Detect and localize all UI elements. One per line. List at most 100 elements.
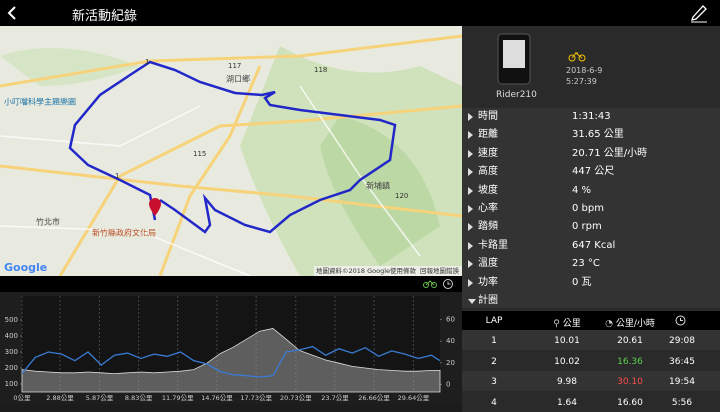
lap-cell: 16.36: [617, 356, 643, 367]
expand-arrow: [468, 186, 473, 195]
x-tick-label: 20.73公里: [280, 394, 312, 402]
lap-header: LAP: [485, 316, 503, 326]
activity-date: 2018-6-9: [566, 66, 603, 75]
stat-row[interactable]: 功率 0 瓦: [462, 274, 712, 292]
edit-button[interactable]: [690, 3, 708, 23]
stat-row[interactable]: 時間 1:31:43: [462, 108, 712, 126]
stat-row[interactable]: 溫度 23 °C: [462, 255, 712, 273]
y-tick-label: 200: [5, 364, 18, 372]
activity-time: 5:27:39: [566, 77, 597, 86]
y-tick-label: 500: [5, 316, 18, 324]
x-tick-label: 23.7公里: [321, 394, 349, 402]
lap-cell: 20.61: [617, 336, 643, 346]
lap-cell: 36:45: [669, 356, 695, 367]
lap-row: [462, 371, 720, 391]
lap-cell: 10.02: [554, 356, 580, 367]
header-bar: 新活動紀錄: [0, 0, 720, 26]
stat-value: 31.65 公里: [572, 129, 624, 141]
stat-value: 4 %: [572, 184, 592, 196]
y-tick-label: 400: [5, 332, 18, 340]
lap-header-text: 公里/小時: [615, 319, 655, 329]
lap-cell: 5:56: [671, 397, 693, 408]
x-tick-label: 17.73公里: [240, 394, 272, 402]
stat-row[interactable]: 高度 447 公尺: [462, 163, 712, 181]
back-button[interactable]: [6, 5, 18, 21]
stat-value: 20.71 公里/小時: [572, 147, 648, 159]
stat-row[interactable]: 速度 20.71 公里/小時: [462, 145, 712, 163]
map-footer[interactable]: 回報地圖錯誤: [420, 266, 460, 275]
road-label: 1: [145, 58, 149, 66]
map[interactable]: 湖口鄉 新埔鎮 竹北市 新竹縣政府文化局 小叮噹科學主題樂園 117 115 1…: [0, 26, 462, 276]
device-image: [497, 33, 531, 85]
line-series: [21, 345, 441, 378]
lap-cell: 30.10: [617, 377, 643, 387]
lap-cell: 9.98: [556, 377, 578, 387]
stat-label: 心率: [478, 203, 498, 214]
map-footer[interactable]: 使用條款: [390, 266, 417, 275]
lap-row: [462, 350, 720, 371]
lap-cell: 10.01: [554, 336, 580, 346]
stat-value: 1:31:43: [572, 111, 611, 122]
stat-label: 坡度: [478, 184, 498, 196]
y-tick-label: 300: [5, 348, 18, 356]
map-footer: 地圖資料©2018 Google: [316, 266, 390, 275]
expand-arrow: [468, 278, 473, 287]
road-label: 1: [115, 172, 119, 180]
time-toggle[interactable]: [443, 279, 453, 289]
expand-arrow: [468, 149, 473, 158]
road-label: 115: [193, 150, 206, 158]
lap-cell: 1: [491, 336, 497, 346]
stat-row[interactable]: 坡度 4 %: [462, 182, 712, 200]
place-label: 竹北市: [36, 217, 60, 227]
summary-panel: Rider210 2018-6-9 5:27:39 時間 1:31:43 距離 31.…: [462, 26, 720, 412]
lap-header: ⚲ 公里: [553, 319, 581, 329]
start-marker: [149, 198, 161, 216]
page-title: 新活動紀錄: [72, 9, 138, 24]
y2-tick-label: 60: [446, 316, 455, 324]
stat-label: 時間: [478, 111, 498, 122]
y2-tick-label: 40: [446, 337, 455, 345]
road-label: 117: [228, 62, 241, 70]
x-tick-label: 29.64公里: [398, 394, 430, 402]
map-logo: Google: [4, 261, 47, 274]
route: [68, 60, 397, 234]
stat-label: 功率: [478, 276, 498, 288]
lap-cell: 29:08: [669, 336, 695, 346]
stat-label: 卡路里: [478, 239, 508, 251]
bike-toggle[interactable]: [423, 280, 437, 288]
stat-row[interactable]: 心率 0 bpm: [462, 200, 712, 218]
stat-label: 溫度: [478, 258, 498, 270]
stat-value: 447 公尺: [572, 166, 615, 178]
x-tick-label: 26.66公里: [358, 394, 390, 402]
stat-row[interactable]: 距離 31.65 公里: [462, 126, 712, 144]
x-tick-label: 14.76公里: [201, 394, 233, 402]
expand-arrow: [468, 260, 473, 269]
stat-label: 距離: [478, 129, 498, 141]
stat-value: 647 Kcal: [572, 239, 616, 251]
y-tick-label: 100: [5, 380, 18, 388]
stat-value: 23 °C: [572, 258, 600, 270]
stat-row[interactable]: 卡路里 647 Kcal: [462, 237, 712, 255]
chart: 0公里 2.88公里 5.87公里 8.83公里 11.79公里 14.76公里 17.73…: [0, 276, 462, 402]
stat-label: 踏頻: [478, 221, 498, 233]
x-tick-label: 8.83公里: [125, 394, 153, 402]
lap-row: [462, 330, 720, 350]
road-label: 120: [395, 192, 408, 200]
laps-header: LAP ⚲ 公里 ◔ 公里/小時: [462, 311, 720, 330]
area-series: [21, 328, 441, 393]
stat-label: 速度: [478, 147, 498, 159]
laps-title: 計圈: [478, 295, 498, 306]
stat-value: 0 rpm: [572, 221, 602, 233]
place-label: 新竹縣政府文化局: [92, 228, 156, 238]
expand-arrow: [468, 113, 473, 121]
laps-table: 1 10.01 20.61 29:08 2 10.02 16.36 36:45 3 9.98 30.…: [462, 330, 720, 412]
place-label: 小叮噹科學主題樂園: [4, 97, 76, 107]
lap-cell: 1.64: [556, 397, 578, 408]
x-tick-label: 5.87公里: [86, 394, 114, 402]
laps-toggle[interactable]: 計圈: [462, 292, 712, 310]
stat-label: 高度: [478, 166, 498, 178]
lap-cell: 3: [491, 377, 497, 387]
stat-row[interactable]: 踏頻 0 rpm: [462, 218, 712, 236]
x-tick-label: 11.79公里: [162, 394, 194, 402]
